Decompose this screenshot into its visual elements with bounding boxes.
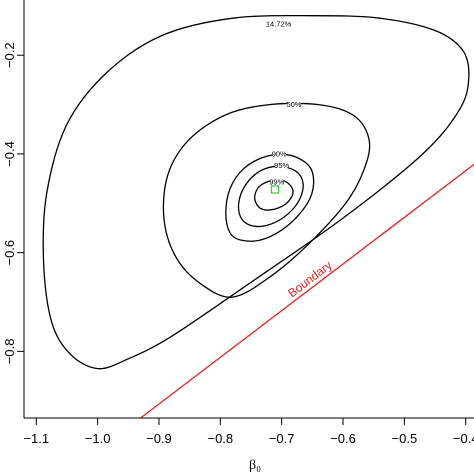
contour-label: 99% (269, 178, 284, 187)
contour-label: 95% (274, 161, 289, 170)
contour-99pct (254, 179, 294, 211)
contour-label-bg (272, 148, 286, 157)
contour-label-bg (287, 99, 301, 108)
contour-label-bg (270, 177, 284, 186)
x-tick-label: −0.9 (146, 431, 172, 446)
contour-90pct (225, 153, 315, 242)
estimate-marker (270, 185, 280, 194)
y-tick-label: −0.4 (2, 141, 17, 167)
boundary-line (140, 163, 474, 419)
y-tick-label: −0.2 (2, 42, 17, 68)
contour-label-bg (275, 160, 289, 169)
x-tick-label: −0.4 (453, 431, 474, 446)
x-tick-label: −1.1 (23, 431, 49, 446)
x-axis-title: β₀ (249, 458, 261, 473)
contour-14.72pct (42, 14, 470, 370)
axes: −1.1 −1.0 −0.9 −0.8 −0.7 −0.6 −0.5 −0.4 −0.2 −0.4… (2, 0, 474, 446)
contour-label-bg (265, 19, 292, 28)
x-tick-label: −0.6 (330, 431, 356, 446)
x-tick-label: −0.7 (269, 431, 295, 446)
x-tick-label: −0.5 (392, 431, 418, 446)
contour-label: 90% (272, 149, 287, 158)
contour-label: 14.72% (266, 20, 292, 29)
x-tick-label: −0.8 (207, 431, 233, 446)
contour-label: 50% (286, 100, 301, 109)
y-tick-label: −0.8 (2, 339, 17, 365)
x-tick-label: −1.0 (85, 431, 111, 446)
y-tick-label: −0.6 (2, 240, 17, 266)
